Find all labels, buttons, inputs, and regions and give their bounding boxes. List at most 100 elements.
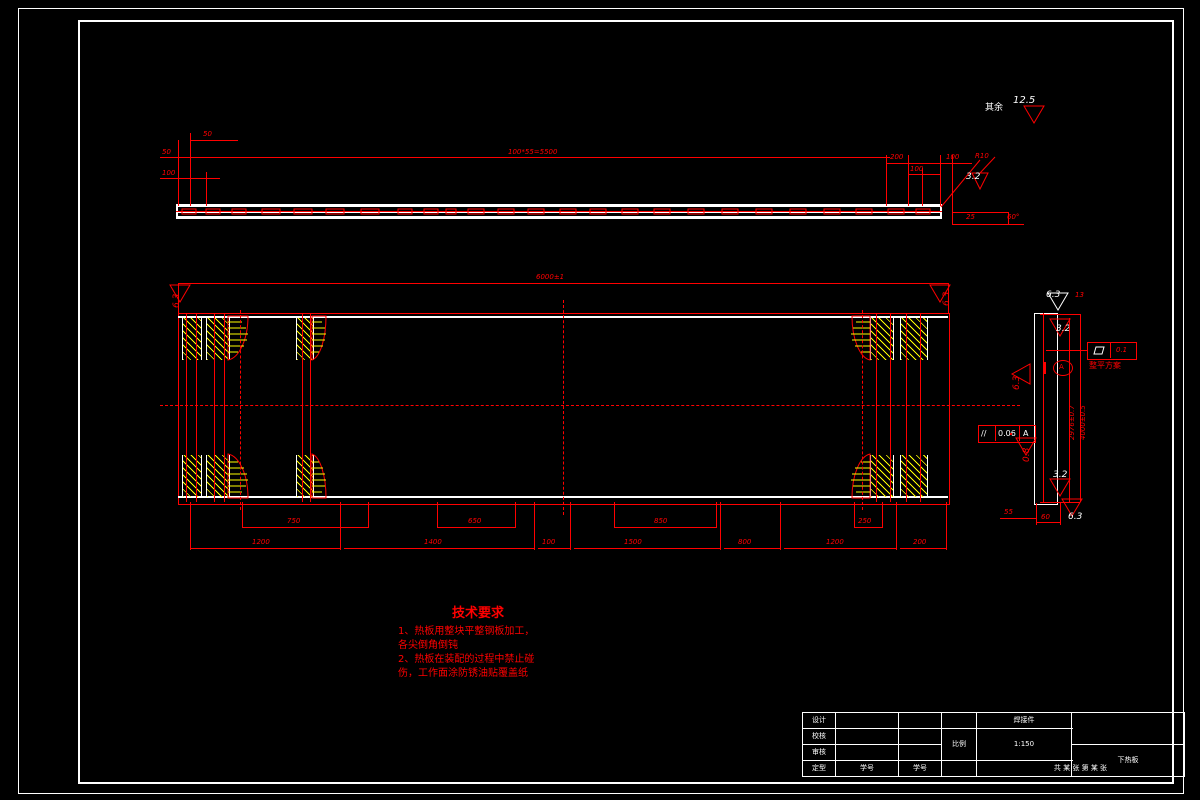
- dim-100-lower: 100: [542, 538, 556, 546]
- main-view-hatch-right-2: [900, 318, 928, 360]
- main-view-hatch-right-4: [900, 455, 928, 497]
- top-view-roughness-32: 3.2: [966, 172, 981, 182]
- tech-req-line-2: 各尖倒角倒钝: [398, 640, 458, 651]
- side-roughness-mid-icon: [1015, 437, 1037, 456]
- dim-1200-ext-r: [340, 502, 341, 550]
- title-block-part-type: 焊接件: [976, 712, 1072, 729]
- main-view-hatch-mid-top: [296, 318, 314, 360]
- side-parallelism-value: 0.06: [998, 429, 1016, 438]
- top-view-ext-line-6: [922, 168, 923, 206]
- side-dim-outer-line: [1080, 314, 1081, 502]
- top-view-ext-line-3: [206, 172, 207, 206]
- title-block-blank-1: [1071, 712, 1185, 745]
- title-block-extra-review: [898, 744, 942, 761]
- dim-750-ext-l: [242, 502, 243, 528]
- side-roughness-top-inner: 3.2: [1056, 324, 1071, 334]
- side-roughness-bottom-icon: [1061, 498, 1083, 517]
- main-view-fillet-mid-bottom: [311, 453, 327, 499]
- side-view-bottom-line: [1040, 502, 1080, 503]
- sheet-border-inner: [78, 20, 1174, 784]
- main-view-roughness-left-icon: [169, 284, 191, 303]
- main-view-centerline-v: [563, 300, 564, 515]
- dim-800: 800: [738, 538, 752, 546]
- main-view-fillet-left-top: [227, 315, 249, 361]
- side-roughness-bottom: 6.3: [1068, 512, 1083, 522]
- top-view-chamfer-line2: [952, 224, 1024, 225]
- title-block-extra-check: [898, 728, 942, 745]
- flatness-symbol-icon: [1093, 346, 1105, 355]
- side-parallelism-datum: A: [1023, 429, 1029, 438]
- side-roughness-bottom-inner: 3.2: [1053, 470, 1068, 480]
- dim-750: 750: [287, 517, 301, 525]
- dim-750-ext-r: [368, 502, 369, 528]
- side-parallelism-div1: [995, 425, 996, 441]
- parallelism-symbol-icon: //: [981, 429, 987, 438]
- dim-650-ext-l: [437, 502, 438, 528]
- main-view-const-v5: [302, 314, 303, 502]
- dim-200-line: [900, 548, 946, 549]
- table-row: 设计 焊接件: [802, 712, 1185, 745]
- side-roughness-left-icon: [1010, 363, 1031, 385]
- dim-1400-line: [344, 548, 534, 549]
- side-roughness-top-inner-icon: [1049, 318, 1071, 337]
- side-dim-60: 60: [1041, 513, 1050, 521]
- table-row: 定型 学号 学号 共 某 张 第 某 张: [802, 760, 1185, 777]
- main-view-roughness-right-icon: [929, 284, 951, 303]
- title-block-scale-value: 1:150: [976, 728, 1072, 761]
- main-view-section-right: [862, 310, 863, 510]
- dim-850-line: [614, 527, 716, 528]
- hole-row-icon: [176, 208, 942, 215]
- title-block-extra-final: [941, 760, 977, 777]
- dim-100-line: [538, 548, 570, 549]
- main-view-length-dim: 6000±1: [536, 273, 565, 281]
- dim-1500: 1500: [624, 538, 642, 546]
- title-block-value-check: [835, 728, 899, 745]
- main-view-fillet-right-bottom: [851, 453, 871, 499]
- main-view-plate-outline: [178, 313, 950, 505]
- top-view-dim-100r2: 100: [946, 153, 960, 161]
- dim-800-line: [724, 548, 780, 549]
- dim-1200-ext-l: [190, 502, 191, 550]
- side-dim-ext-b1: [1036, 503, 1037, 525]
- main-view-const-v1: [186, 314, 187, 502]
- main-view-length-dim-line: [178, 283, 948, 284]
- side-parallelism-div2: [1019, 425, 1020, 441]
- side-roughness-bottom-inner-icon: [1049, 478, 1071, 497]
- main-view-const-v4: [224, 314, 225, 502]
- main-view-hatch-left-2: [206, 318, 230, 360]
- side-parallelism-frame: [978, 425, 1036, 443]
- title-block-value-design: [835, 712, 899, 729]
- top-view-ext-line-1: [178, 140, 179, 206]
- title-block-value-review: [835, 744, 899, 761]
- top-view-radius-label: R10: [975, 152, 989, 160]
- technical-requirements-block: 技术要求 1、热板用整块平整钢板加工， 各尖倒角倒钝 2、热板在装配的过程中禁止…: [398, 602, 534, 681]
- top-view-chamfer-dim: 25: [966, 213, 975, 221]
- side-flatness-divider: [1110, 342, 1111, 358]
- title-block-label-design: 设计: [802, 712, 836, 729]
- dim-650-ext-r: [515, 502, 516, 528]
- title-block-spacer-1: [941, 712, 977, 729]
- main-view-const-v8: [890, 314, 891, 502]
- side-datum-letter: A: [1059, 363, 1064, 371]
- main-view-hatch-left-3: [182, 455, 202, 497]
- main-view-hatch-left-1: [182, 318, 202, 360]
- dim-250-ext-r: [882, 502, 883, 528]
- side-roughness-top-icon: [1047, 292, 1069, 311]
- top-view-inner-line: [178, 212, 940, 213]
- top-view-ext-line-7: [940, 155, 941, 206]
- dim-200-ext-r: [946, 502, 947, 550]
- title-block-label-review: 审核: [802, 744, 836, 761]
- top-view-dim-100-line: [160, 178, 220, 179]
- top-view-dim-100r-line: [908, 174, 940, 175]
- main-view-section-left: [240, 310, 241, 510]
- dim-1200b-line: [784, 548, 896, 549]
- main-view-centerline-h: [160, 405, 1020, 406]
- dim-1200b-ext-r: [896, 502, 897, 550]
- top-view-dim-100r: 100: [910, 165, 924, 173]
- top-view-dim-100r2-line: [940, 163, 972, 164]
- top-view-dim-200-line: [886, 163, 940, 164]
- side-datum-frame: [1010, 433, 1012, 435]
- dim-1500-line: [574, 548, 720, 549]
- dim-1400: 1400: [424, 538, 442, 546]
